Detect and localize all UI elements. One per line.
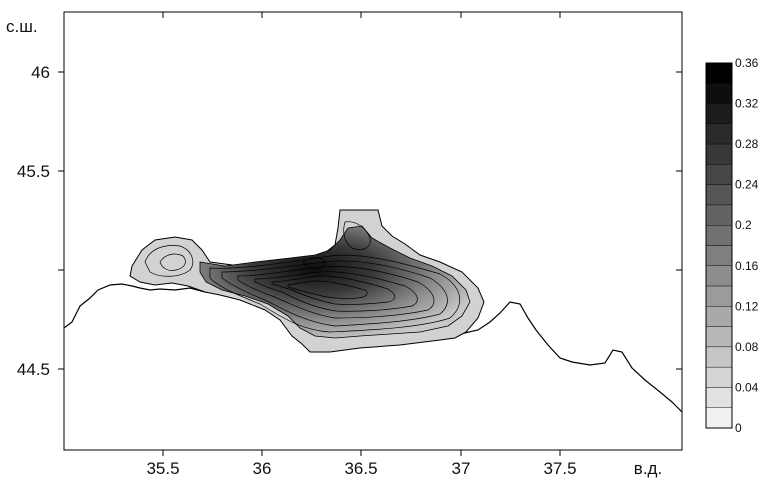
colorbar-swatch	[705, 346, 733, 368]
colorbar-swatch	[705, 306, 733, 327]
contour-region-inner	[199, 225, 471, 339]
x-tick-label: 35.5	[146, 459, 179, 478]
colorbar-label: 0.32	[735, 97, 759, 111]
colorbar-frame	[705, 62, 733, 429]
colorbar: 0.36 0.32 0.28 0.24 0.2 0.16 0.12 0.08 0.04 0	[705, 56, 759, 435]
colorbar-swatch	[705, 245, 733, 266]
y-tick-label: 45.5	[17, 162, 50, 181]
colorbar-swatch	[705, 204, 733, 226]
colorbar-swatch	[705, 407, 733, 429]
colorbar-swatch	[705, 387, 733, 408]
x-tick-label: 36	[253, 459, 272, 478]
colorbar-label: 0.08	[735, 340, 759, 354]
x-tick-label: 37	[452, 459, 471, 478]
colorbar-swatch	[705, 83, 733, 104]
contour-lines	[144, 221, 461, 333]
colorbar-swatch	[705, 123, 733, 145]
colorbar-swatch	[705, 184, 733, 206]
colorbar-label: 0.16	[735, 259, 759, 273]
colorbar-label: 0.28	[735, 137, 759, 151]
y-axis-labels: с.ш. 46 45.5 44.5	[6, 17, 50, 379]
colorbar-swatch	[705, 326, 733, 348]
x-tick-label: 37.5	[543, 459, 576, 478]
colorbar-swatch	[705, 62, 733, 84]
x-axis-labels: 35.5 36 36.5 37 37.5 в.д.	[146, 459, 662, 478]
x-unit-label: в.д.	[634, 459, 662, 478]
y-tick-label: 46	[31, 63, 50, 82]
colorbar-label: 0	[735, 421, 742, 435]
y-tick-label: 44.5	[17, 360, 50, 379]
colorbar-swatch	[705, 285, 733, 307]
x-tick-label: 36.5	[344, 459, 377, 478]
colorbar-swatch	[705, 265, 733, 287]
colorbar-label: 0.2	[735, 218, 752, 232]
colorbar-label: 0.24	[735, 178, 759, 192]
colorbar-swatch	[705, 164, 733, 185]
colorbar-swatch	[705, 366, 733, 388]
colorbar-swatch	[705, 103, 733, 125]
colorbar-swatch	[705, 143, 733, 165]
colorbar-label: 0.04	[735, 380, 759, 394]
colorbar-swatch	[705, 225, 733, 246]
colorbar-label: 0.36	[735, 56, 759, 70]
frame-ticks	[58, 12, 682, 456]
colorbar-label: 0.12	[735, 299, 759, 313]
y-unit-label: с.ш.	[6, 17, 38, 36]
